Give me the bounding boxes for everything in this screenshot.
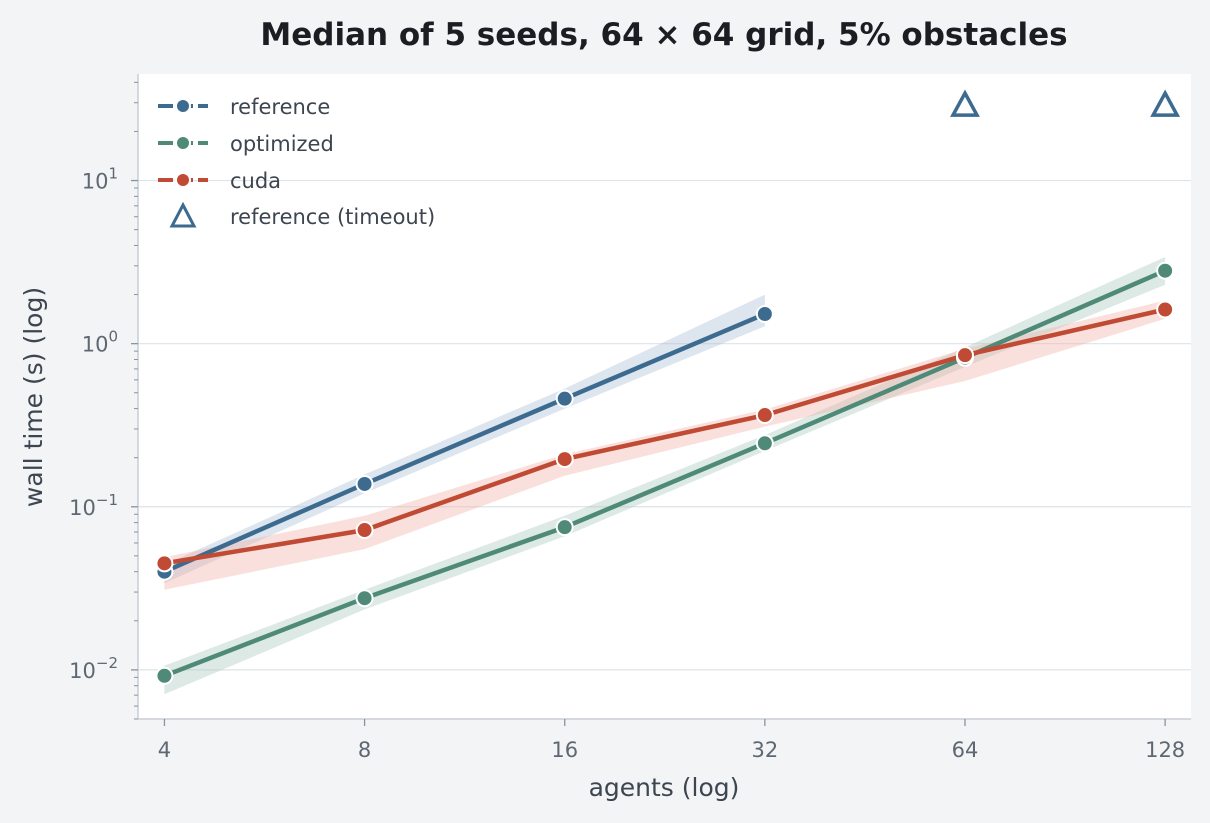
- point-cuda: [555, 450, 574, 469]
- x-tick-label: 8: [358, 738, 371, 762]
- band-optimized: [164, 257, 1166, 695]
- x-tick-label: 64: [952, 738, 979, 762]
- point-optimized: [555, 518, 574, 537]
- point-reference: [755, 305, 774, 324]
- x-axis-label: agents (log): [589, 773, 740, 802]
- point-cuda: [355, 521, 374, 540]
- point-cuda: [955, 346, 974, 365]
- confidence-bands: [164, 257, 1166, 695]
- legend-item-reference: reference: [158, 95, 330, 119]
- point-reference: [555, 389, 574, 408]
- legend-label-timeout: reference (timeout): [230, 205, 435, 229]
- plot-area: [138, 74, 1191, 719]
- y-tick-label: 101: [82, 165, 118, 194]
- legend-marker-cuda: [175, 172, 191, 188]
- point-optimized: [355, 589, 374, 608]
- x-tick-label: 4: [158, 738, 171, 762]
- legend-marker-reference: [175, 98, 191, 114]
- y-axis-label: wall time (s) (log): [19, 287, 48, 507]
- chart-title: Median of 5 seeds, 64 × 64 grid, 5% obst…: [260, 17, 1067, 53]
- y-axis-ticks: 10−2 10−1 100 101: [69, 81, 138, 720]
- y-tick-label: 10−2: [69, 654, 118, 683]
- point-cuda: [1156, 300, 1175, 319]
- legend: reference optimized cuda reference (time…: [158, 95, 435, 229]
- point-optimized: [155, 666, 174, 685]
- legend-item-cuda: cuda: [158, 169, 281, 193]
- y-tick-label: 10−1: [69, 491, 118, 520]
- band-cuda: [164, 300, 1166, 590]
- x-tick-label: 32: [751, 738, 778, 762]
- point-cuda: [155, 554, 174, 573]
- legend-label-cuda: cuda: [230, 169, 281, 193]
- legend-label-reference: reference: [230, 95, 330, 119]
- x-axis-ticks: 4 8 16 32 64 128: [158, 719, 1185, 762]
- x-tick-label: 128: [1145, 738, 1185, 762]
- series-lines: [162, 268, 1168, 679]
- point-cuda: [755, 406, 774, 425]
- line-reference: [162, 311, 768, 574]
- legend-item-timeout: reference (timeout): [169, 201, 435, 229]
- point-optimized: [755, 434, 774, 453]
- timeout-markers: [950, 89, 1181, 117]
- legend-marker-optimized: [175, 135, 191, 151]
- point-reference: [355, 474, 374, 493]
- legend-label-optimized: optimized: [230, 132, 334, 156]
- legend-marker-timeout: [169, 201, 197, 228]
- line-optimized: [162, 268, 1168, 679]
- series-points: [155, 261, 1175, 685]
- timeout-marker: [950, 89, 980, 117]
- point-optimized: [1156, 261, 1175, 280]
- band-reference: [164, 294, 765, 584]
- timeout-marker: [1150, 89, 1181, 117]
- x-tick-label: 16: [551, 738, 578, 762]
- line-cuda: [162, 307, 1168, 566]
- y-tick-label: 100: [82, 328, 118, 357]
- legend-item-optimized: optimized: [158, 132, 334, 156]
